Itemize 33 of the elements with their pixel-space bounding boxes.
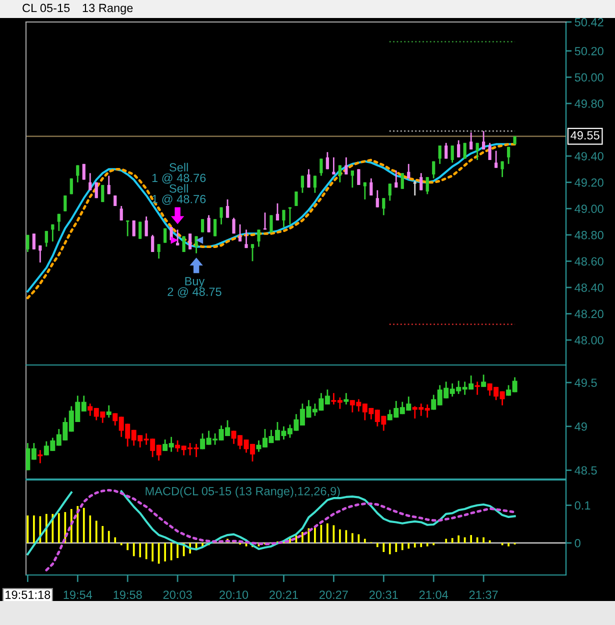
- x-tick-label: 19:58: [114, 590, 142, 599]
- text: MACD(CL 05-15 (13 Range),12,26,9): [146, 486, 340, 498]
- y-tick-label: 49.5: [574, 378, 597, 387]
- y-tick-label: 48.5: [574, 466, 597, 475]
- chart-subtitle: 13 Range: [82, 4, 133, 14]
- y-tick-label: 0.1: [574, 501, 590, 510]
- y-tick-label: 49.00: [574, 204, 604, 214]
- y-tick-label: 49: [574, 422, 587, 431]
- x-tick-label: 20:27: [320, 590, 348, 599]
- x-tick-label: 20:03: [163, 590, 192, 599]
- annotation: Buy 2 @ 48.75: [168, 277, 222, 298]
- y-tick-label: 50.00: [574, 73, 604, 82]
- x-tick-label: 21:04: [419, 590, 448, 599]
- y-tick-label: 48.00: [574, 336, 604, 344]
- y-tick-label: 48.60: [574, 257, 604, 266]
- ref-line-label: 49.55: [570, 131, 600, 140]
- x-tick-label: 21:37: [469, 590, 498, 599]
- x-tick-label: 20:31: [369, 590, 398, 599]
- annotation: Sell 1 @ 48.76 Sell 1 @ 48.76: [152, 162, 206, 205]
- y-tick-label: 49.40: [574, 152, 604, 160]
- x-tick-label: 19:51:18: [6, 590, 50, 599]
- y-tick-label: 50.42: [574, 18, 604, 26]
- y-tick-label: 49.80: [574, 100, 604, 108]
- x-tick-label: 20:10: [220, 590, 248, 599]
- x-tick-label: 20:21: [270, 590, 298, 599]
- y-tick-label: 0: [574, 538, 580, 548]
- y-tick-label: 48.80: [574, 230, 604, 240]
- y-tick-label: 48.20: [574, 310, 604, 318]
- chart-title: CL 05-15: [22, 4, 70, 12]
- y-tick-label: 50.20: [574, 46, 604, 56]
- y-tick-label: 49.20: [574, 178, 604, 187]
- y-tick-label: 48.40: [574, 284, 604, 292]
- x-tick-label: 19:54: [64, 590, 92, 599]
